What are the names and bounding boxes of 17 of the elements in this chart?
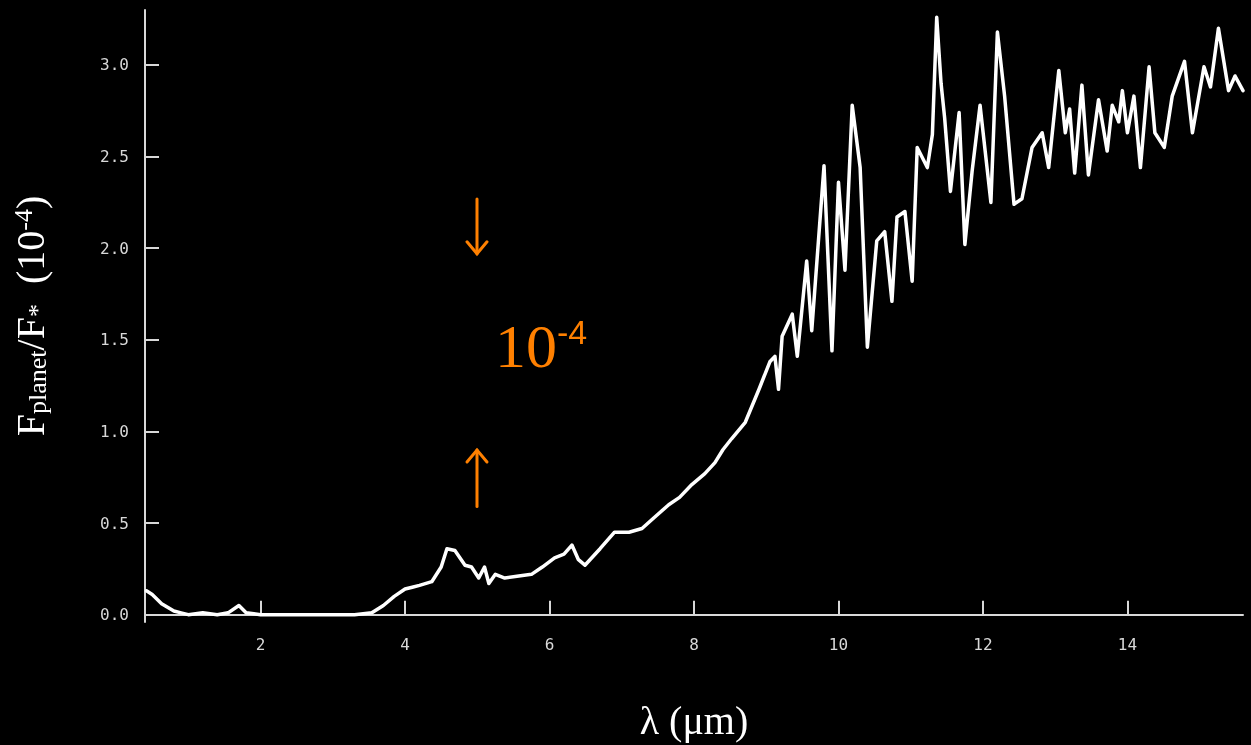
x-tick-label: 14 — [1117, 634, 1138, 654]
y-tick-label: 3.0 — [100, 55, 129, 75]
y-tick-label: 2.5 — [100, 147, 129, 167]
y-tick-label: 0.5 — [100, 513, 129, 533]
x-tick-label: 4 — [400, 634, 410, 654]
x-tick-label: 8 — [689, 634, 699, 654]
x-tick-label: 12 — [973, 634, 993, 654]
y-tick-label: 2.0 — [100, 238, 129, 258]
y-tick-label: 1.0 — [100, 421, 129, 441]
line-series — [144, 15, 1245, 617]
y-axis-title: Fplanet/F* (10-4) — [7, 195, 53, 437]
x-tick-label: 2 — [255, 634, 266, 654]
y-tick-label: 1.5 — [100, 330, 129, 350]
x-tick-label: 10 — [828, 634, 849, 654]
x-axis-title: λ (μm) — [639, 697, 749, 743]
x-tick-label: 6 — [544, 634, 555, 654]
y-tick-label: 0.0 — [100, 605, 129, 625]
